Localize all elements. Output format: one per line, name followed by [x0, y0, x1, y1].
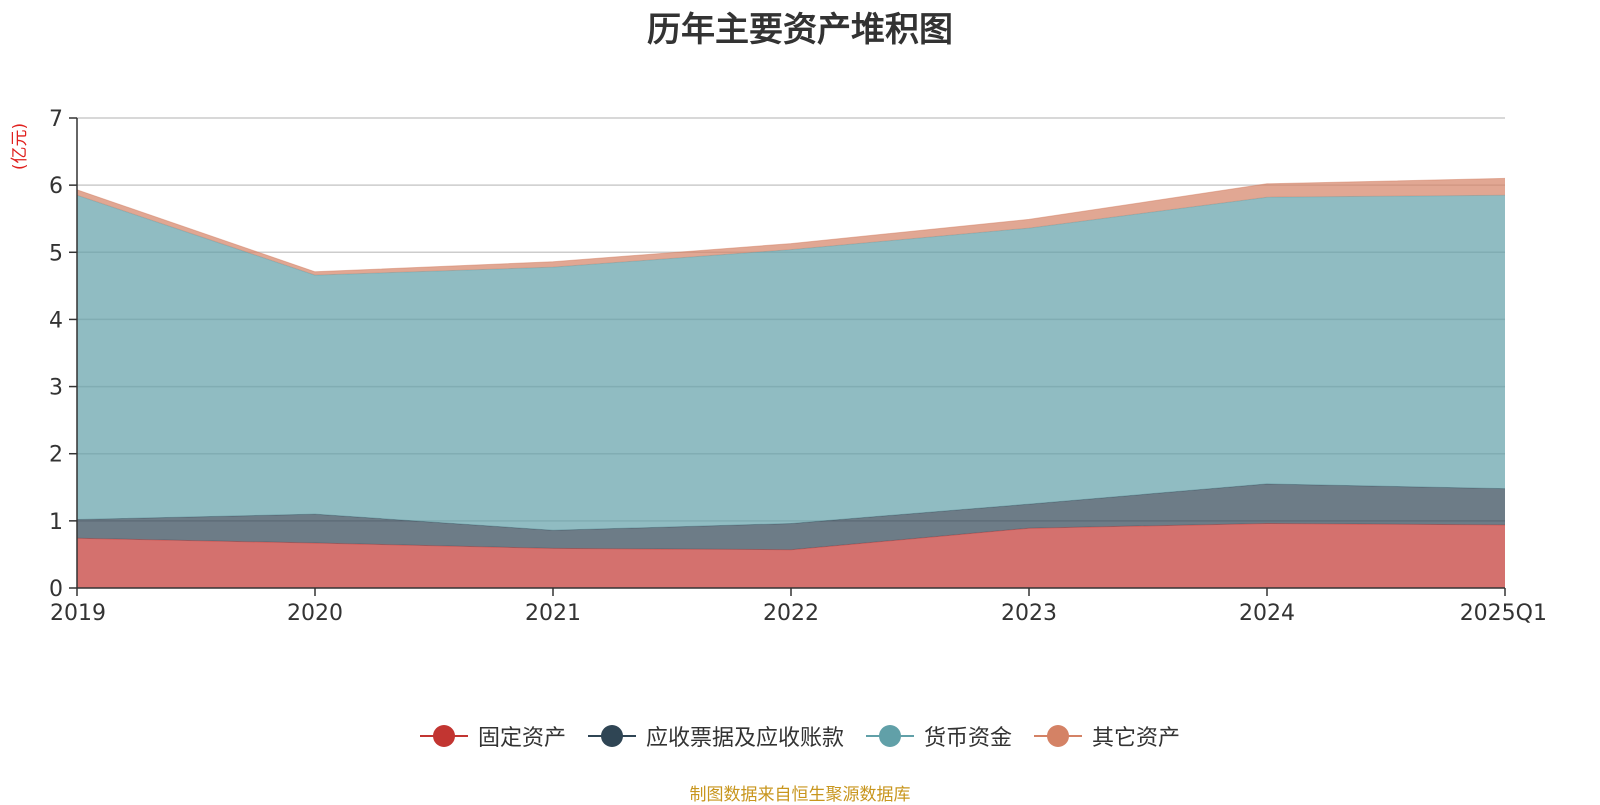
x-tick-label: 2020 — [287, 601, 343, 626]
area-货币资金 — [77, 195, 1505, 531]
chart-title: 历年主要资产堆积图 — [647, 10, 953, 50]
legend-item[interactable]: 其它资产 — [1034, 720, 1180, 752]
y-tick-label: 1 — [49, 510, 63, 535]
x-tick-label: 2022 — [763, 601, 819, 626]
x-tick-labels: 2019 2020 2021 2022 2023 2024 2025Q1 — [50, 588, 1547, 626]
y-tick-labels: 0 1 2 3 4 5 6 7 — [49, 107, 77, 602]
x-tick-label: 2021 — [525, 601, 581, 626]
area-line-其它资产 — [76, 177, 1506, 273]
area-其它资产 — [77, 178, 1505, 276]
y-tick-label: 6 — [49, 174, 63, 199]
legend-item[interactable]: 货币资金 — [866, 720, 1012, 752]
y-tick-label: 7 — [49, 107, 63, 132]
legend-item[interactable]: 应收票据及应收账款 — [587, 720, 844, 752]
source-note: 制图数据来自恒生聚源数据库 — [689, 785, 911, 805]
legend-swatch — [866, 725, 914, 747]
x-tick-label: 2019 — [50, 601, 106, 626]
legend: 固定资产 应收票据及应收账款 货币资金 其它资产 — [0, 720, 1600, 752]
y-tick-label: 3 — [49, 376, 63, 401]
y-tick-label: 5 — [49, 241, 63, 266]
area-固定资产 — [77, 523, 1505, 588]
x-tick-label: 2024 — [1239, 601, 1295, 626]
area-series — [76, 177, 1506, 588]
y-tick-label: 4 — [49, 308, 63, 333]
x-tick-label: 2025Q1 — [1460, 601, 1547, 626]
stacked-area-chart: 0 1 2 3 4 5 6 7 2019 2020 2021 2022 2023 2024 2025Q1 — [49, 107, 1547, 626]
x-tick-label: 2023 — [1001, 601, 1057, 626]
y-tick-label: 2 — [49, 443, 63, 468]
legend-label: 应收票据及应收账款 — [645, 726, 844, 751]
legend-label: 固定资产 — [477, 726, 566, 751]
legend-item[interactable]: 固定资产 — [419, 720, 566, 752]
legend-swatch — [419, 725, 468, 747]
area-应收票据及应收账款 — [77, 483, 1505, 550]
legend-label: 货币资金 — [924, 726, 1013, 751]
legend-swatch — [587, 725, 636, 747]
legend-swatch — [1034, 725, 1083, 747]
y-tick-label: 0 — [49, 577, 63, 602]
legend-label: 其它资产 — [1092, 726, 1181, 751]
